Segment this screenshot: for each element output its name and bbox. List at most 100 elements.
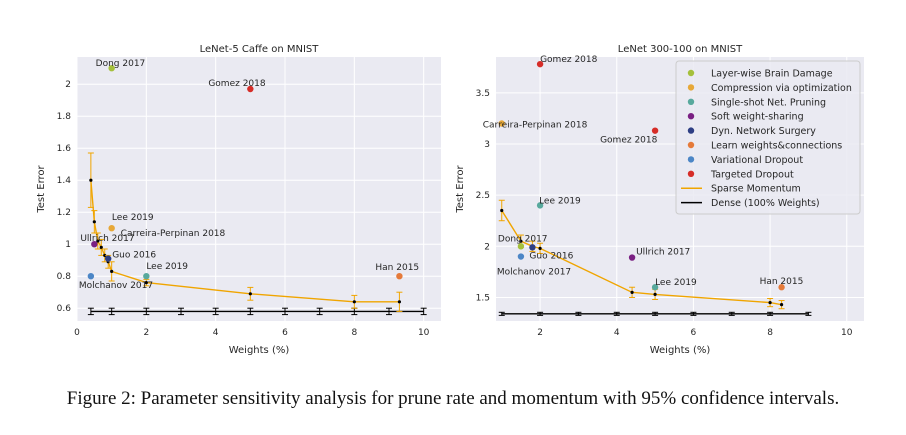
method-point: [628, 254, 636, 261]
x-tick-label: 4: [614, 328, 620, 338]
method-point: [529, 244, 536, 251]
method-point: [778, 284, 785, 291]
sparse-momentum-point: [92, 220, 96, 224]
x-axis-label: Weights (%): [229, 345, 290, 356]
method-point: [108, 225, 115, 232]
method-point: [87, 273, 95, 280]
method-point: [108, 65, 115, 72]
method-point: [143, 273, 150, 280]
legend-entry-label: Learn weights&connections: [711, 141, 842, 152]
method-label: Carreira-Perpinan 2018: [483, 121, 588, 131]
legend-entry-label: Variational Dropout: [711, 155, 803, 166]
y-tick-label: 3.5: [476, 89, 490, 99]
method-label: Molchanov 2017: [497, 268, 571, 278]
method-label: Lee 2019: [539, 196, 581, 206]
method-point: [91, 241, 98, 248]
sparse-momentum-point: [397, 300, 401, 304]
legend-marker: [687, 69, 695, 77]
method-point: [651, 284, 659, 291]
y-tick-label: 2: [65, 80, 71, 90]
data-marks: Dong 2017 Gomez 2018 Carreira-Perpinan 201…: [79, 59, 427, 316]
method-label: Ullrich 2017: [636, 248, 690, 258]
data-marks: Gomez 2018 Carreira-Perpinan 2018 Gomez 20…: [483, 55, 812, 316]
legend: Layer-wise Brain Damage Compression via o…: [675, 60, 861, 215]
y-axis-label: Test Error: [36, 164, 47, 213]
method-label: Guo 2016: [529, 251, 573, 261]
x-axis-label: Weights (%): [650, 345, 711, 356]
x-tick-label: 10: [418, 328, 430, 338]
method-point: [498, 120, 505, 127]
y-tick-label: 0.6: [57, 304, 72, 314]
y-tick-label: 1.8: [57, 112, 72, 122]
method-label: Lee 2019: [146, 262, 188, 272]
x-tick-label: 6: [282, 328, 288, 338]
legend-entry-label: Layer-wise Brain Damage: [711, 69, 833, 80]
figure-caption: Figure 2: Parameter sensitivity analysis…: [66, 388, 840, 409]
sparse-momentum-point: [248, 292, 252, 296]
chart-title: LeNet-5 Caffe on MNIST: [200, 44, 320, 55]
legend-frame: [675, 60, 861, 215]
method-point: [247, 85, 254, 93]
sparse-momentum-point: [352, 300, 356, 304]
legend-marker: [687, 127, 695, 134]
legend-entry-label: Targeted Dropout: [710, 169, 794, 180]
sparse-momentum-point: [144, 281, 148, 285]
method-label: Gomez 2018: [600, 136, 658, 146]
sparse-momentum-point: [630, 290, 634, 294]
sparse-momentum-point: [89, 178, 93, 182]
method-label: Dong 2017: [498, 234, 548, 244]
tick-labels: 0 2 4 6 8 10 0.6 0.8 1 1.2 1.4 1.6 1.8 2: [57, 80, 430, 338]
x-tick-label: 8: [767, 328, 773, 338]
y-tick-label: 2.5: [476, 191, 490, 201]
sparse-momentum-point: [779, 303, 784, 307]
legend-entry-label: Compression via optimization: [711, 83, 852, 94]
y-tick-label: 2: [484, 242, 490, 252]
method-point: [536, 60, 544, 68]
y-tick-label: 1.5: [476, 293, 490, 303]
sparse-momentum-point: [768, 300, 772, 305]
legend-marker: [687, 156, 695, 163]
method-label: Molchanov 2017: [79, 281, 153, 291]
legend-entry-label: Single-shot Net. Pruning: [711, 97, 826, 108]
method-point: [396, 273, 403, 280]
method-label: Carreira-Perpinan 2018: [121, 229, 226, 239]
figure-canvas: LeNet-5 Caffe on MNIST Weights (%) Test …: [36, 44, 864, 356]
method-label: Gomez 2018: [540, 55, 598, 65]
method-label: Dong 2017: [96, 59, 146, 69]
legend-marker: [687, 113, 695, 120]
x-tick-label: 6: [691, 328, 697, 338]
y-tick-label: 3: [484, 140, 490, 150]
plot-area: [77, 57, 441, 321]
legend-entry-label: Soft weight-sharing: [711, 112, 804, 123]
method-point: [517, 253, 525, 260]
method-label: Lee 2019: [655, 278, 697, 288]
sparse-momentum-line: [501, 210, 782, 306]
sparse-momentum-point: [500, 208, 504, 213]
method-point: [536, 202, 544, 209]
sparse-momentum-point: [96, 239, 100, 243]
sparse-momentum-point: [110, 269, 114, 273]
y-axis-label: Test Error: [455, 164, 466, 213]
method-point: [105, 255, 112, 262]
sparse-momentum-point: [653, 292, 657, 296]
method-label: Han 2015: [375, 263, 419, 273]
legend-entry-label: Dyn. Network Surgery: [711, 126, 816, 137]
x-tick-label: 8: [351, 328, 357, 338]
method-label: Ullrich 2017: [80, 234, 134, 244]
grid: [76, 57, 441, 321]
x-tick-label: 4: [213, 328, 219, 338]
y-tick-label: 1: [65, 240, 71, 250]
legend-entry-label: Dense (100% Weights): [711, 198, 820, 209]
y-tick-label: 1.2: [57, 208, 71, 218]
y-tick-label: 1.6: [57, 144, 72, 154]
chart-panel-lenet5: LeNet-5 Caffe on MNIST Weights (%) Test …: [36, 44, 441, 356]
x-tick-label: 0: [74, 328, 80, 338]
legend-marker: [687, 170, 695, 177]
method-label: Guo 2016: [112, 251, 156, 261]
legend-marker: [687, 141, 695, 149]
method-label: Han 2015: [760, 277, 804, 287]
x-tick-label: 2: [143, 328, 149, 338]
method-label: Lee 2019: [112, 213, 154, 223]
sparse-momentum-point: [99, 245, 103, 249]
method-point: [651, 127, 659, 134]
